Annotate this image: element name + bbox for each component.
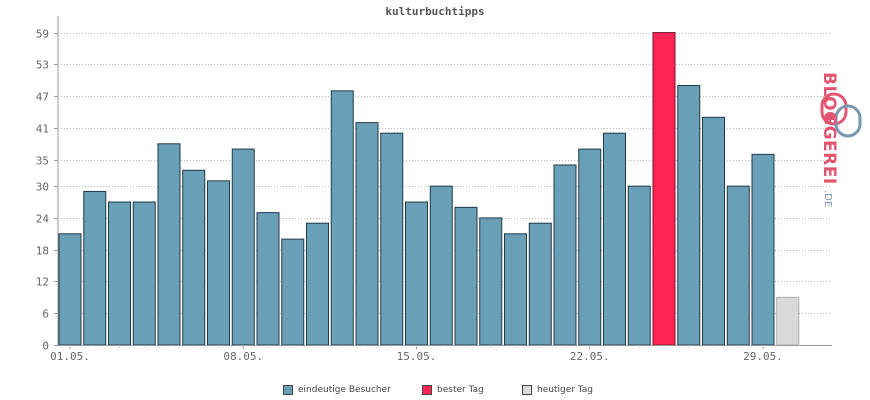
bar xyxy=(603,132,626,346)
bar xyxy=(380,132,404,346)
bar-today xyxy=(776,296,800,346)
legend-label-visitors: eindeutige Besucher xyxy=(298,385,391,395)
logo-suffix: .DE xyxy=(822,190,833,207)
bloggerei-logo-icon xyxy=(820,92,862,138)
x-tick-label: 15.05. xyxy=(397,350,437,363)
legend: eindeutige Besucher bester Tag heutiger … xyxy=(0,385,870,399)
bar xyxy=(281,238,305,346)
y-tick-label: 24 xyxy=(36,213,50,226)
legend-swatch-best-day xyxy=(422,385,432,395)
bar xyxy=(677,85,701,346)
legend-item-today: heutiger Tag xyxy=(522,385,593,395)
bar xyxy=(454,206,478,346)
bar xyxy=(702,116,725,346)
bar xyxy=(429,185,453,346)
y-tick-label: 6 xyxy=(42,308,49,321)
bar xyxy=(256,212,280,346)
legend-item-visitors: eindeutige Besucher xyxy=(283,385,391,395)
x-tick-label: 29.05. xyxy=(743,350,783,363)
bar xyxy=(726,185,750,346)
bar xyxy=(157,143,181,346)
bar xyxy=(405,201,428,346)
bar xyxy=(479,217,503,346)
x-tick-label: 22.05. xyxy=(570,350,610,363)
bar xyxy=(553,164,577,346)
bar xyxy=(108,201,131,346)
bar xyxy=(231,148,255,346)
y-tick-label: 53 xyxy=(36,59,49,72)
bar xyxy=(528,222,552,346)
y-tick-label: 35 xyxy=(36,155,49,168)
legend-swatch-visitors xyxy=(283,385,293,395)
x-tick-label: 01.05. xyxy=(50,350,90,363)
bar xyxy=(330,90,354,346)
y-tick-label: 41 xyxy=(36,123,49,136)
bar xyxy=(132,201,156,346)
legend-label-best-day: bester Tag xyxy=(437,385,484,395)
bar xyxy=(751,153,775,346)
legend-label-today: heutiger Tag xyxy=(537,385,594,395)
logo-wordmark: BLOGGEREI xyxy=(820,72,839,185)
bloggerei-logo-text: BLOGGEREI .DE xyxy=(820,72,839,207)
legend-item-best-day: bester Tag xyxy=(422,385,484,395)
chart-title: kulturbuchtipps xyxy=(385,5,485,18)
y-tick-label: 0 xyxy=(42,340,49,353)
bar xyxy=(182,169,206,346)
y-tick-label: 47 xyxy=(36,91,49,104)
bar xyxy=(58,233,82,346)
y-tick-label: 30 xyxy=(36,181,49,194)
bar-best-day xyxy=(652,32,676,346)
bar xyxy=(627,185,651,346)
x-tick-label: 08.05. xyxy=(223,350,263,363)
bar xyxy=(83,190,107,346)
bar xyxy=(504,233,527,346)
y-tick-label: 59 xyxy=(36,28,49,41)
y-tick-label: 12 xyxy=(36,276,49,289)
legend-swatch-today xyxy=(522,385,532,395)
bar xyxy=(207,180,230,346)
bar xyxy=(306,222,329,346)
bar xyxy=(355,122,379,346)
y-tick-label: 18 xyxy=(36,245,49,258)
bar xyxy=(578,148,602,346)
